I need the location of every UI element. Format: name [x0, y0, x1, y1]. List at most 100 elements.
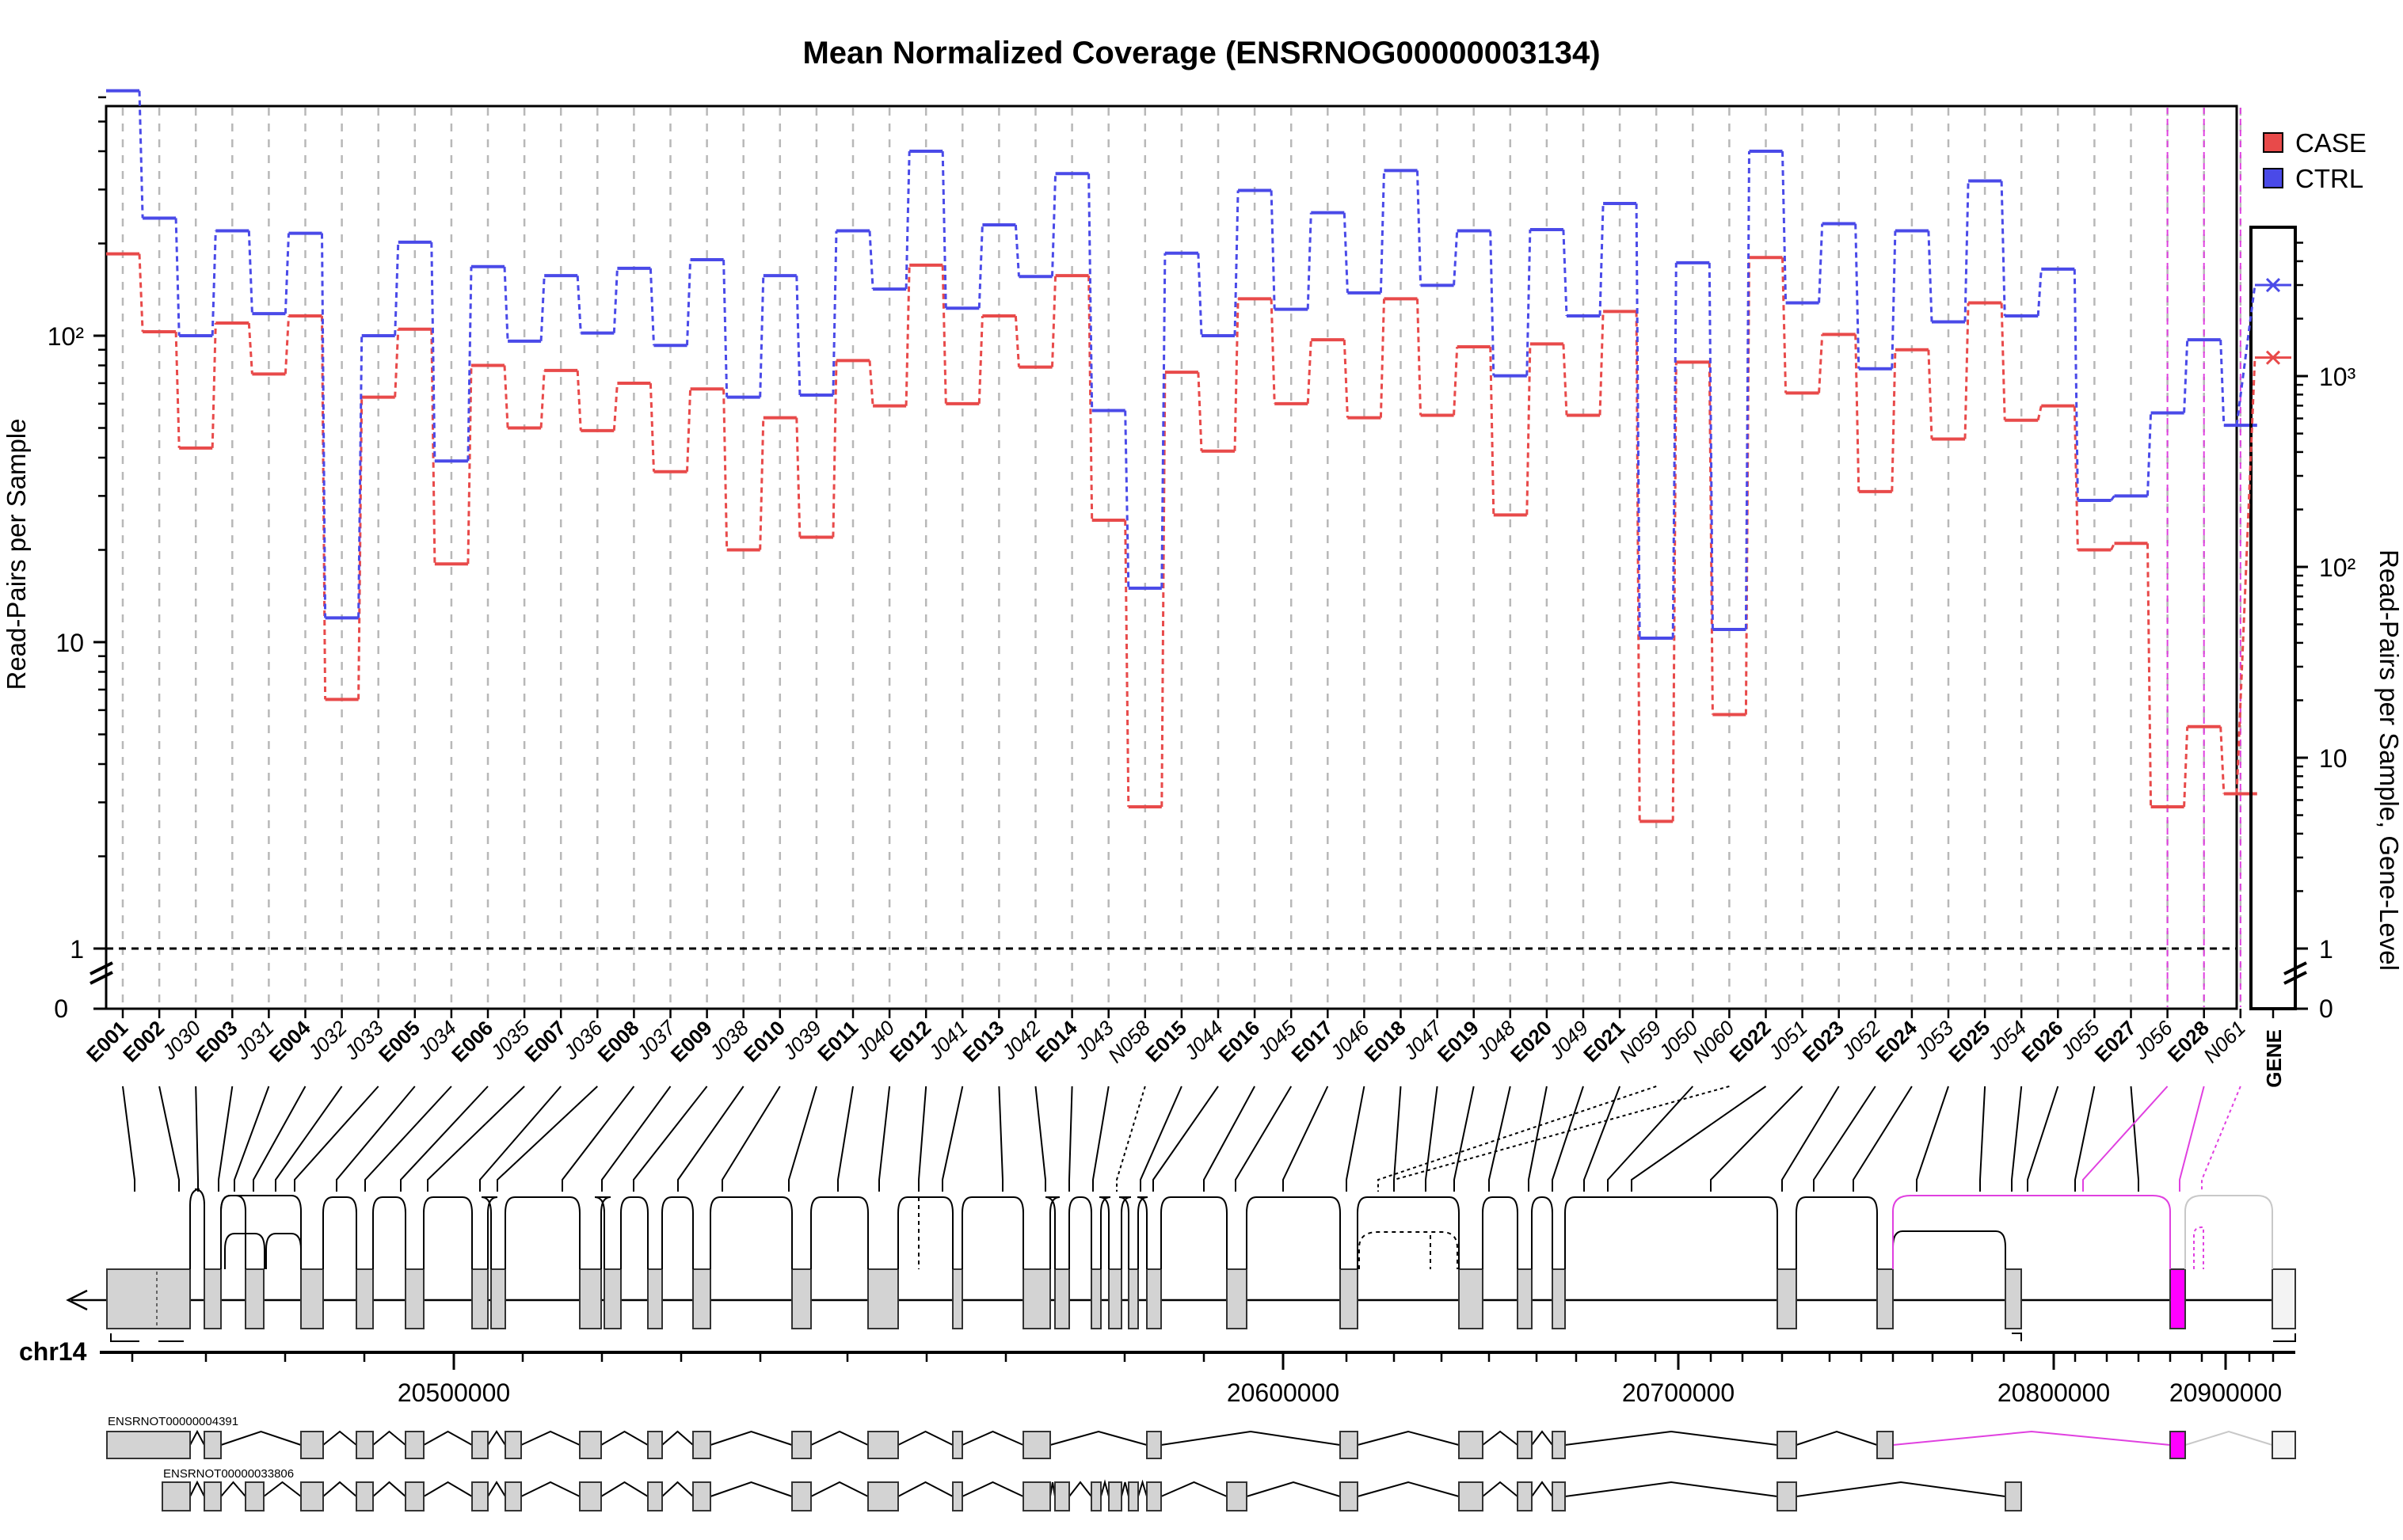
- data-connector: [2073, 268, 2079, 501]
- data-connector: [1635, 203, 1641, 639]
- x-tick-label: E004: [265, 1016, 316, 1067]
- data-connector: [759, 417, 765, 550]
- data-connector: [1598, 311, 1605, 416]
- label-connector: [998, 1086, 1003, 1192]
- exon-block: [604, 1268, 622, 1329]
- transcript-exon: [505, 1481, 522, 1511]
- junction-arc: [1357, 1196, 1460, 1269]
- gene-level-marker: [2265, 350, 2281, 365]
- transcript-exon: [1517, 1481, 1533, 1511]
- data-connector: [1489, 346, 1495, 515]
- transcript-intron: [189, 1480, 205, 1497]
- label-connector: [1377, 1086, 1657, 1192]
- transcript-intron: [1137, 1479, 1148, 1497]
- transcript-label: ENSRNOT00000033806: [163, 1467, 294, 1481]
- data-connector: [1818, 223, 1824, 303]
- data-connector: [467, 266, 473, 462]
- bracket-marker: [110, 1333, 184, 1342]
- data-connector: [722, 259, 729, 397]
- label-connector: [918, 1086, 927, 1192]
- y-axis: 1 10 10² 0: [48, 96, 113, 1023]
- label-connector: [1425, 1086, 1438, 1192]
- data-connector: [1562, 229, 1568, 317]
- x-tick-label: E018: [1360, 1016, 1411, 1067]
- data-connector: [1051, 173, 1057, 277]
- exon-block: [1339, 1268, 1358, 1329]
- transcript-intron: [897, 1481, 954, 1497]
- exon-block: [1054, 1268, 1070, 1329]
- transcript-intron: [1796, 1481, 2006, 1497]
- data-connector: [1197, 253, 1203, 337]
- data-connector: [2073, 405, 2079, 550]
- coordinate-tick-label: 20800000: [1997, 1378, 2110, 1407]
- label-connector: [275, 1086, 343, 1192]
- legend-label-ctrl: CTRL: [2295, 164, 2363, 193]
- transcript-exon: [471, 1431, 489, 1459]
- label-connector: [427, 1086, 525, 1192]
- label-connector: [364, 1086, 452, 1192]
- exon-block-last: [2272, 1268, 2296, 1329]
- transcript-intron: [2184, 1430, 2273, 1446]
- transcript-intron: [962, 1481, 1024, 1497]
- transcript-exon: [1517, 1431, 1533, 1459]
- label-connector: [601, 1086, 672, 1192]
- transcript-intron: [1482, 1430, 1518, 1446]
- data-connector: [2219, 340, 2226, 426]
- transcript-exon: [1023, 1481, 1051, 1511]
- coordinate-tick-label: 20900000: [2169, 1378, 2282, 1407]
- label-connector: [1235, 1086, 1293, 1192]
- data-connector: [1124, 410, 1130, 588]
- data-connector: [868, 230, 874, 290]
- data-connector: [649, 382, 655, 472]
- data-connector: [1525, 229, 1532, 376]
- data-connector: [1963, 181, 1970, 322]
- data-connector: [321, 316, 327, 700]
- label-connector: [479, 1086, 562, 1192]
- data-connector: [795, 276, 802, 396]
- transcript-intron: [322, 1430, 357, 1446]
- data-connector: [832, 230, 838, 396]
- data-connector: [430, 329, 436, 565]
- transcript-exon: [405, 1481, 425, 1511]
- label-connector: [1203, 1086, 1255, 1192]
- label-connector: [400, 1086, 489, 1192]
- transcript-intron: [1892, 1430, 2171, 1446]
- data-connector: [1379, 298, 1385, 418]
- transcript-intron: [710, 1481, 793, 1497]
- label-connector: [1979, 1086, 1986, 1192]
- transcript-label: ENSRNOT00000004391: [108, 1415, 238, 1428]
- data-connector: [1453, 230, 1459, 286]
- transcript-exon: [1108, 1481, 1122, 1511]
- data-connector: [467, 365, 473, 565]
- junction-arc: [1099, 1196, 1111, 1269]
- x-tick-label: E001: [82, 1016, 132, 1067]
- data-connector: [1087, 276, 1094, 521]
- data-connector: [1671, 362, 1678, 822]
- gene-axis-break-marker: [2283, 961, 2307, 985]
- exon-block: [1777, 1268, 1797, 1329]
- gene-panel-frame: [2249, 226, 2297, 1010]
- data-connector: [174, 331, 181, 448]
- exon-block: [867, 1268, 899, 1329]
- label-connector: [1393, 1086, 1402, 1192]
- x-tick-label: E003: [191, 1016, 242, 1067]
- transcript-intron: [220, 1481, 246, 1497]
- junction-arc: [594, 1196, 611, 1269]
- x-tick-label: E024: [1871, 1016, 1922, 1067]
- data-connector: [576, 276, 582, 333]
- x-tick-label: E020: [1506, 1016, 1556, 1067]
- data-connector: [2110, 542, 2115, 551]
- data-connector: [211, 322, 217, 448]
- data-connector: [247, 230, 253, 314]
- transcript-exon: [1552, 1431, 1566, 1459]
- main-plot: 1 10 10² 0 E001E002J030E003J031E004J032J033…: [2, 89, 2257, 1068]
- exon-block: [204, 1268, 222, 1329]
- label-connector: [234, 1086, 270, 1192]
- exon-block: [692, 1268, 711, 1329]
- data-connector: [759, 276, 765, 397]
- transcript-exon: [791, 1431, 812, 1459]
- transcript-exon: [1458, 1431, 1483, 1459]
- exon-connectors: [122, 1086, 2241, 1192]
- x-tick-label: N058: [1103, 1016, 1156, 1068]
